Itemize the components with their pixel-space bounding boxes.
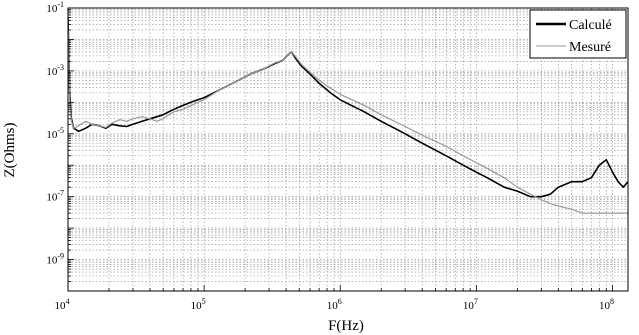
x-tick-label: 105 (191, 297, 206, 312)
plot-frame (67, 7, 629, 292)
y-tick-label: 10-9 (46, 252, 64, 267)
y-tick-label: 10-7 (46, 189, 64, 204)
y-tick-label: 10-3 (46, 63, 64, 78)
y-axis-title: Z(Ohms) (2, 123, 18, 178)
x-axis-title: F(Hz) (328, 318, 364, 334)
ticks (67, 7, 613, 292)
series-line-mesure (68, 20, 628, 214)
y-tick-label: 10-5 (46, 126, 64, 141)
legend-label-mesure: Mesuré (569, 40, 611, 55)
grid (67, 7, 628, 292)
legend-box (529, 9, 627, 59)
x-tick-label: 104 (55, 297, 70, 312)
x-tick-label: 106 (327, 297, 342, 312)
legend-label-calcule: Calculé (569, 18, 612, 33)
y-tick-labels: 10-1 10-3 10-5 10-7 10-9 (46, 0, 64, 267)
x-tick-label: 107 (463, 297, 478, 312)
legend: Calculé Mesuré (529, 9, 627, 59)
x-tick-labels: 104 105 106 107 108 (55, 297, 614, 312)
series-layer (68, 17, 628, 214)
y-tick-label: 10-1 (46, 0, 64, 15)
x-tick-label: 108 (599, 297, 614, 312)
